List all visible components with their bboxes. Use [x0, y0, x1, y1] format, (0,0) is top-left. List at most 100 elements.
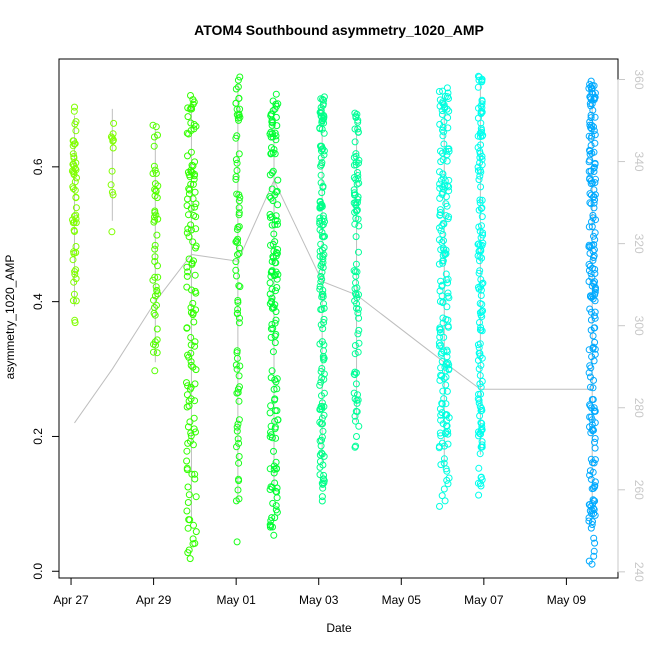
- data-point: [232, 361, 240, 369]
- data-point: [444, 275, 452, 283]
- data-point: [273, 484, 281, 492]
- data-point: [70, 290, 78, 298]
- data-point: [187, 361, 195, 369]
- data-point: [353, 180, 361, 188]
- data-point: [149, 121, 157, 129]
- data-point: [587, 124, 595, 132]
- data-point: [442, 400, 450, 408]
- data-point: [436, 325, 444, 333]
- data-point: [587, 383, 594, 391]
- data-point: [591, 444, 599, 452]
- plot-frame: [58, 58, 619, 579]
- data-points: [68, 72, 599, 568]
- data-point: [150, 309, 158, 317]
- data-point: [350, 199, 358, 207]
- data-point: [272, 90, 280, 98]
- data-point: [268, 321, 276, 328]
- data-point: [440, 375, 448, 382]
- data-point: [235, 110, 243, 118]
- data-point: [151, 311, 159, 319]
- data-point: [319, 325, 327, 333]
- data-point: [108, 228, 116, 236]
- data-point: [479, 239, 487, 247]
- data-point: [444, 114, 452, 122]
- data-point: [186, 555, 194, 563]
- data-point: [320, 315, 328, 323]
- data-point: [589, 256, 597, 264]
- data-point: [183, 457, 191, 465]
- data-point: [476, 403, 484, 411]
- data-point: [477, 419, 485, 427]
- data-point: [271, 339, 279, 347]
- data-point: [271, 129, 279, 137]
- data-point: [587, 134, 595, 142]
- data-point: [588, 223, 596, 231]
- data-point: [270, 447, 277, 455]
- data-point: [318, 479, 326, 487]
- data-point: [476, 267, 484, 275]
- data-point: [268, 121, 276, 129]
- data-point: [183, 466, 191, 474]
- data-point: [317, 104, 325, 111]
- data-point: [440, 128, 448, 136]
- data-point: [475, 344, 483, 352]
- data-point: [319, 290, 327, 298]
- data-point: [350, 186, 358, 194]
- data-point: [477, 473, 485, 481]
- data-point: [477, 183, 485, 191]
- y-tick-label: 0.0: [31, 563, 45, 580]
- data-point: [235, 372, 243, 380]
- data-point: [585, 243, 593, 251]
- data-point: [316, 214, 324, 222]
- data-point: [187, 204, 195, 212]
- data-point: [235, 211, 243, 219]
- data-point: [474, 341, 482, 349]
- data-point: [153, 194, 161, 202]
- data-point: [587, 102, 595, 110]
- data-point: [317, 143, 325, 151]
- data-point: [476, 154, 484, 162]
- data-point: [266, 193, 274, 201]
- data-point: [477, 205, 485, 212]
- data-point: [185, 491, 193, 499]
- data-point: [477, 482, 485, 490]
- data-point: [150, 348, 157, 356]
- data-point: [588, 218, 595, 226]
- data-point: [478, 423, 486, 431]
- data-point: [270, 304, 278, 312]
- data-point: [316, 285, 324, 293]
- y-right-tick-label: 240: [632, 562, 646, 582]
- y-right-tick-label: 340: [632, 152, 646, 172]
- data-point: [271, 271, 279, 279]
- data-point: [354, 125, 362, 133]
- data-point: [351, 297, 359, 305]
- data-point: [591, 308, 599, 316]
- data-point: [191, 271, 199, 279]
- data-point: [442, 246, 450, 254]
- data-point: [353, 110, 361, 118]
- data-point: [351, 285, 359, 293]
- data-point: [585, 517, 593, 525]
- data-point: [435, 444, 443, 452]
- data-point: [589, 345, 597, 352]
- data-point: [439, 387, 447, 395]
- data-point: [590, 497, 598, 505]
- data-point: [591, 265, 599, 273]
- data-point: [72, 193, 80, 201]
- data-point: [354, 330, 362, 338]
- data-point: [232, 258, 240, 266]
- data-point: [192, 289, 200, 297]
- data-point: [273, 385, 281, 393]
- data-point: [235, 459, 243, 467]
- data-point: [269, 119, 277, 127]
- data-point: [183, 229, 191, 237]
- data-point: [235, 209, 243, 217]
- data-point: [183, 447, 191, 455]
- data-point: [151, 180, 159, 188]
- data-point: [271, 238, 279, 246]
- data-point: [477, 125, 485, 132]
- data-point: [478, 300, 486, 308]
- data-point: [590, 552, 598, 560]
- data-point: [444, 323, 452, 331]
- data-point: [443, 387, 451, 395]
